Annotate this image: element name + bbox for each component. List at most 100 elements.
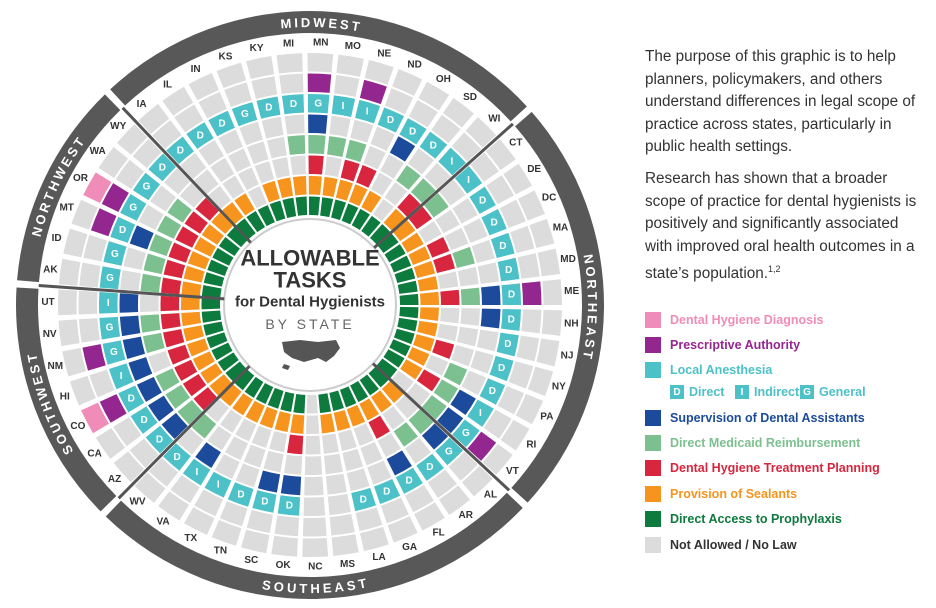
task-cell	[292, 176, 307, 196]
task-cell	[355, 99, 381, 124]
anesthesia-letter: D	[141, 415, 148, 426]
legend-label: Not Allowed / No Law	[670, 538, 797, 552]
task-cell	[517, 253, 540, 279]
legend-swatch	[645, 435, 661, 451]
task-cell	[138, 103, 170, 135]
task-cell	[350, 381, 369, 403]
task-cell	[227, 482, 254, 507]
task-cell	[201, 310, 222, 323]
task-cell	[399, 118, 427, 145]
anesthesia-letter: G	[462, 428, 470, 439]
task-cell	[452, 419, 480, 448]
state-label: NY	[552, 381, 566, 392]
task-cell	[308, 155, 324, 175]
task-cell	[193, 387, 217, 411]
task-cell	[228, 148, 251, 173]
task-cell	[346, 468, 370, 492]
legend-swatch	[645, 511, 661, 527]
task-cell	[541, 309, 562, 336]
task-cell	[216, 62, 247, 89]
task-cell	[381, 381, 404, 403]
task-cell	[359, 374, 379, 396]
task-cell	[307, 53, 334, 73]
task-cell	[284, 114, 305, 135]
anesthesia-letter: D	[426, 462, 433, 473]
task-cell	[290, 414, 305, 434]
task-cell	[257, 205, 275, 227]
task-cell	[450, 389, 476, 416]
task-cell	[210, 157, 235, 183]
task-cell	[407, 148, 434, 175]
task-cell	[457, 266, 479, 287]
task-cell	[179, 182, 205, 208]
task-cell	[331, 534, 359, 556]
task-cell	[306, 394, 318, 414]
task-cell	[140, 294, 159, 312]
task-cell	[246, 509, 273, 533]
anesthesia-letter: D	[265, 102, 272, 113]
task-cell	[521, 281, 542, 305]
state-label: ME	[564, 286, 579, 297]
task-cell	[433, 253, 455, 274]
task-cell	[389, 339, 411, 357]
task-cell	[345, 139, 367, 163]
task-cell	[325, 473, 347, 495]
task-cell	[417, 276, 439, 292]
task-cell	[157, 215, 182, 239]
task-cell	[542, 279, 562, 305]
task-cell	[209, 374, 232, 396]
task-cell	[432, 339, 455, 359]
task-cell	[353, 423, 374, 446]
task-cell	[480, 308, 501, 329]
task-cell	[183, 325, 205, 342]
task-cell	[164, 168, 191, 195]
legend-letter: G	[803, 387, 811, 398]
task-cell	[184, 507, 215, 535]
task-cell	[400, 359, 423, 380]
subtitle: for Dental Hygienists	[235, 294, 385, 311]
task-cell	[435, 437, 463, 466]
task-cell	[244, 376, 264, 398]
task-cell	[123, 247, 147, 270]
task-cell	[380, 154, 404, 179]
task-cell	[336, 54, 364, 77]
task-cell	[269, 200, 286, 222]
task-cell	[501, 283, 521, 305]
task-cell	[451, 344, 474, 367]
task-cell	[101, 183, 129, 212]
legend-label: Supervision of Dental Assistants	[670, 411, 865, 425]
task-cell	[155, 368, 180, 392]
task-cell	[184, 211, 208, 234]
state-label: MD	[560, 254, 576, 265]
state-label: AR	[459, 510, 474, 521]
region-band	[17, 94, 121, 283]
task-cell	[192, 351, 215, 371]
task-cell	[408, 99, 438, 128]
task-cell	[274, 515, 300, 537]
task-cell	[293, 393, 306, 414]
task-cell	[419, 307, 439, 321]
state-label: FL	[433, 528, 445, 539]
task-cell	[383, 349, 405, 368]
task-cell	[384, 244, 406, 263]
task-cell	[271, 535, 298, 557]
task-cell	[327, 136, 347, 158]
task-cell	[201, 285, 222, 298]
legend-swatch	[645, 410, 661, 426]
task-cell	[335, 179, 353, 201]
task-cell	[132, 138, 162, 169]
task-cell	[482, 443, 513, 475]
task-cell	[303, 497, 326, 516]
state-label: MO	[345, 41, 361, 52]
task-cell	[419, 291, 439, 305]
task-cell	[320, 197, 334, 218]
task-cell	[129, 225, 154, 250]
task-cell	[377, 432, 401, 458]
task-cell	[174, 104, 204, 133]
task-cell	[224, 82, 252, 108]
task-cell	[198, 91, 227, 119]
task-cell	[496, 332, 519, 357]
task-cell	[444, 227, 469, 251]
state-label: RI	[526, 440, 536, 451]
task-cell	[187, 251, 210, 270]
